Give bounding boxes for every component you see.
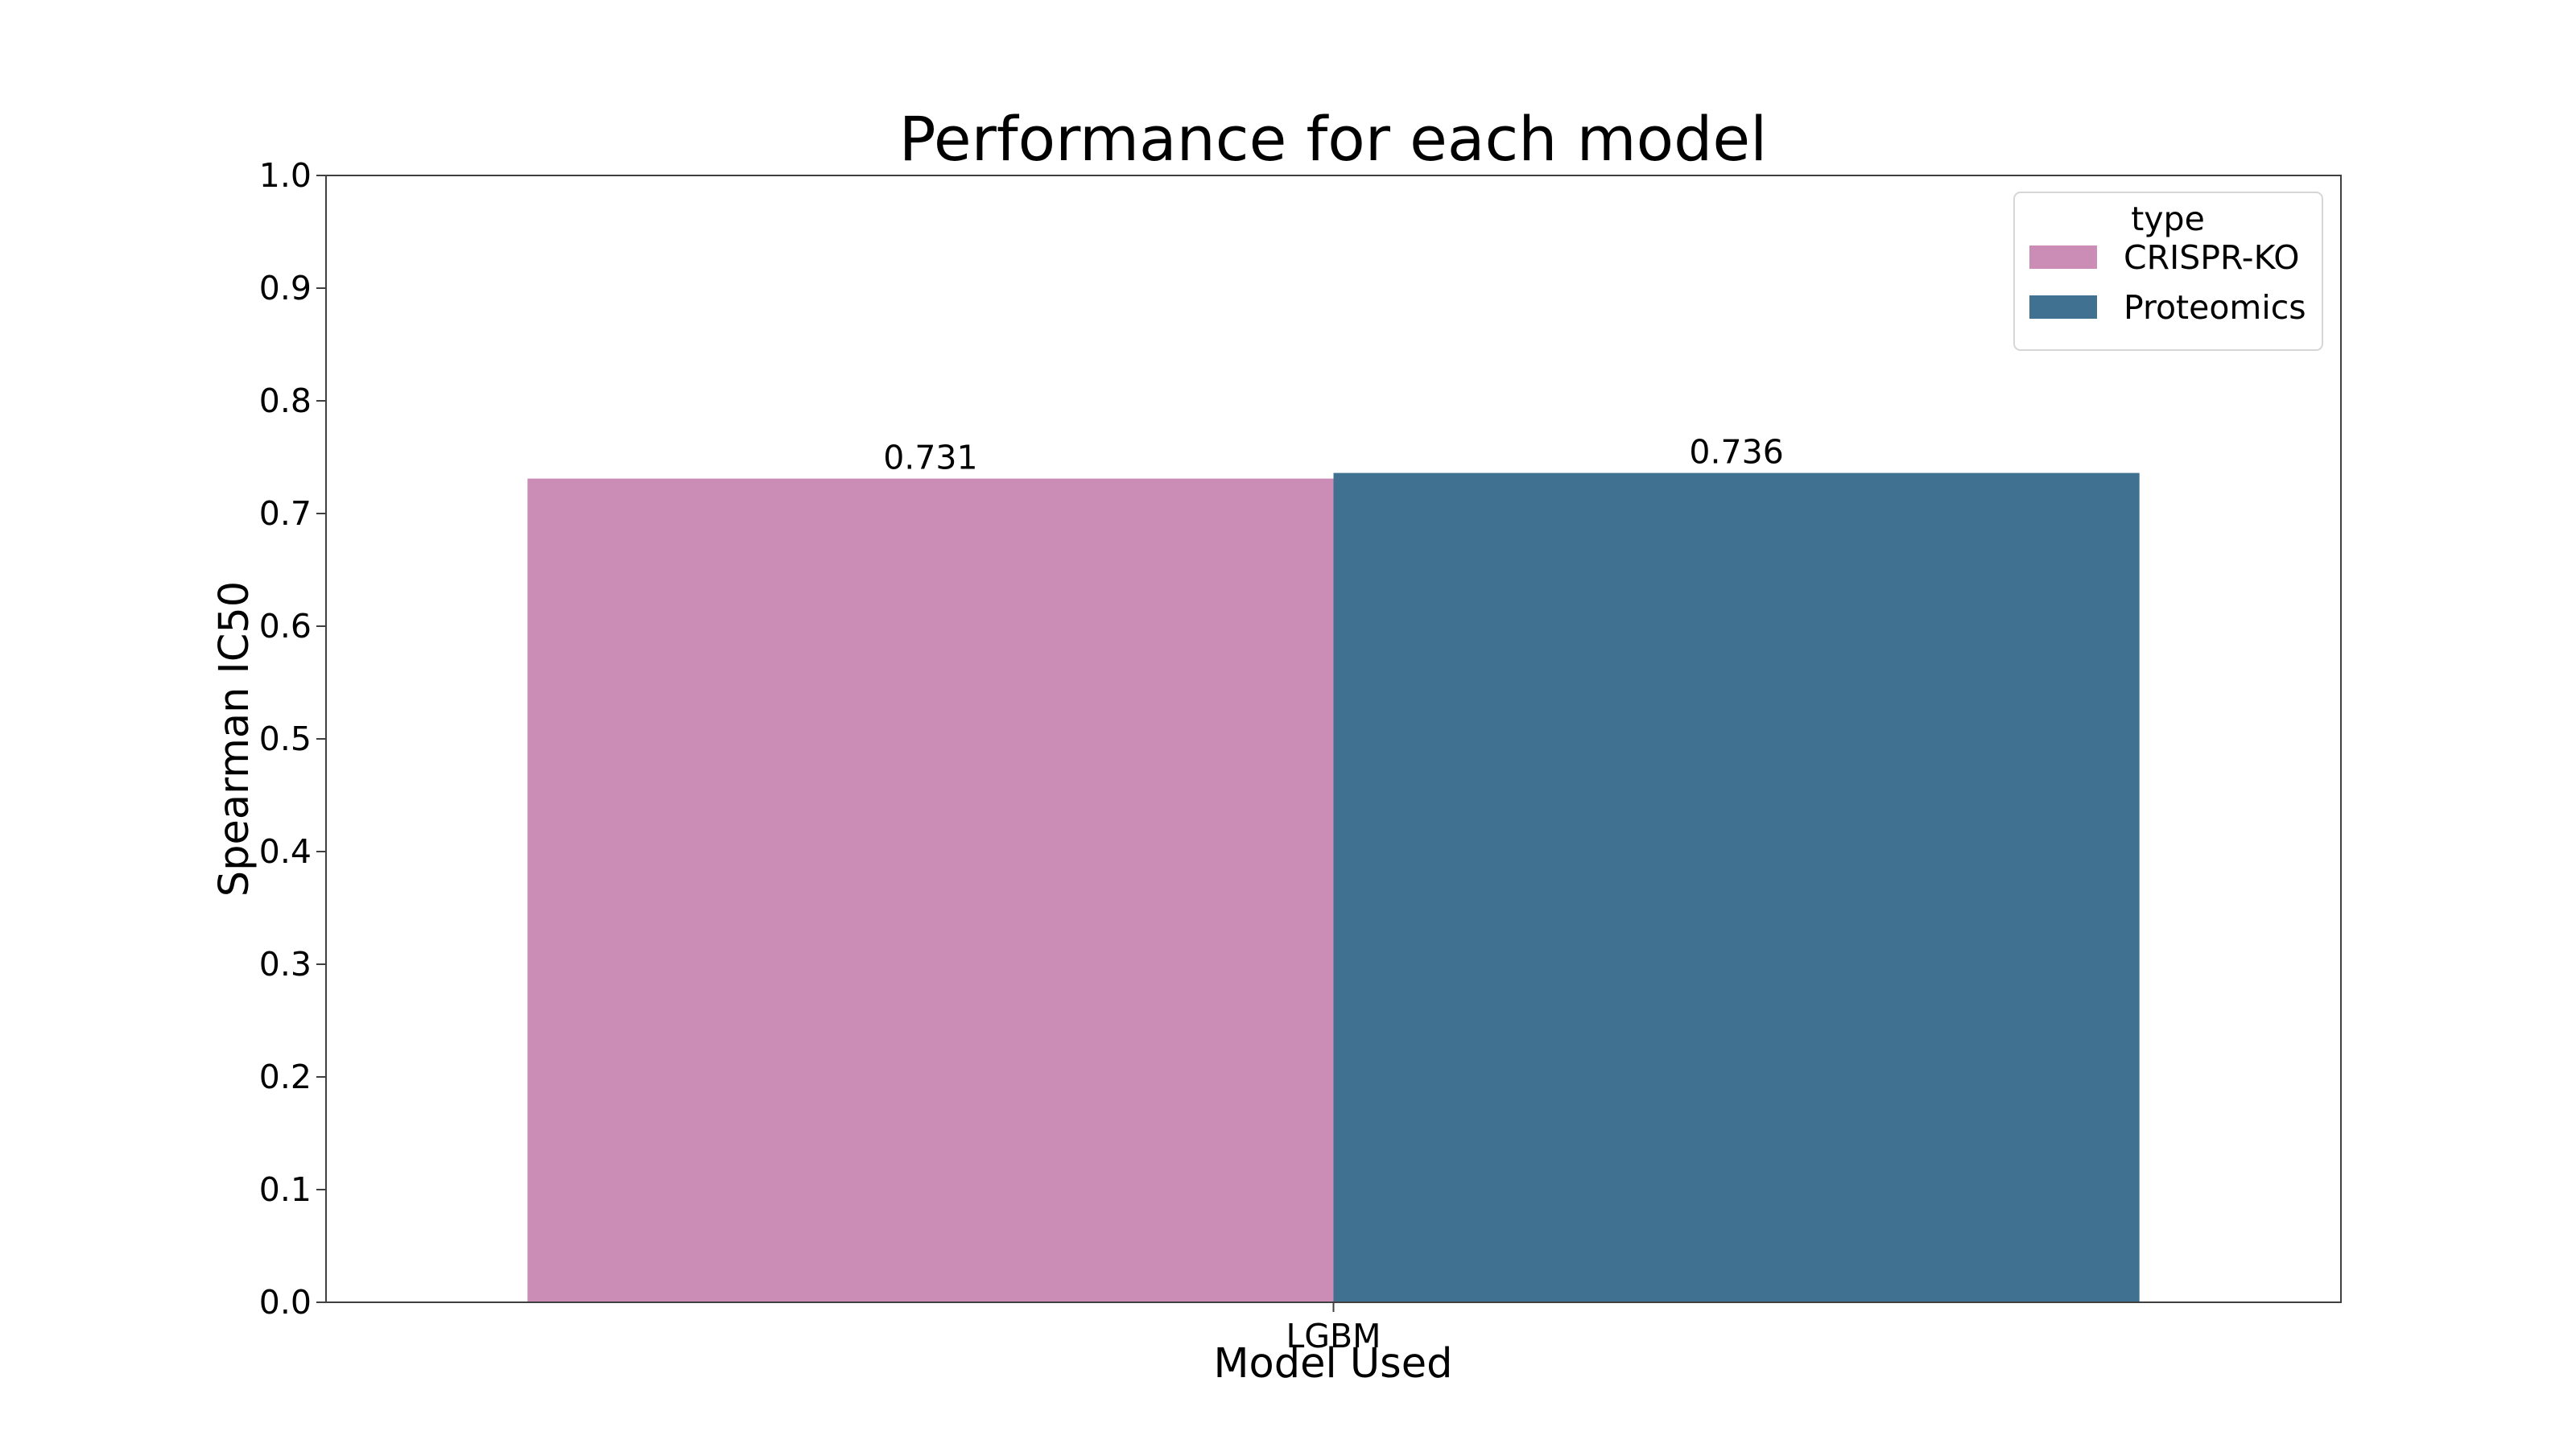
legend-swatch: [2029, 245, 2097, 269]
y-tick-label: 0.6: [259, 607, 312, 646]
y-tick-label: 0.7: [259, 494, 312, 533]
y-axis-ticks: 0.0 0.1 0.2 0.3 0.4 0.5 0.6 0.7 0.8 0.9 1.0: [259, 156, 326, 1322]
bar-proteomics: [1333, 472, 2140, 1302]
y-tick-label: 0.9: [259, 269, 312, 307]
legend-title: type: [2131, 200, 2205, 238]
legend-swatch: [2029, 295, 2097, 319]
y-tick-label: 0.4: [259, 832, 312, 871]
legend-label: CRISPR-KO: [2124, 238, 2300, 277]
y-tick-label: 0.2: [259, 1058, 312, 1096]
y-tick-label: 0.1: [259, 1170, 312, 1209]
legend-label: Proteomics: [2124, 288, 2306, 327]
bars-layer: 0.731 0.736: [527, 433, 2140, 1302]
bar-value-label: 0.731: [883, 439, 977, 477]
bar-crispr-ko: [527, 478, 1334, 1302]
plot-frame: [325, 175, 2342, 1303]
y-tick-label: 1.0: [259, 156, 312, 195]
chart-title: Performance for each model: [899, 103, 1768, 175]
y-tick-label: 0.8: [259, 382, 312, 420]
x-axis-ticks: LGBM: [1286, 1302, 1381, 1355]
x-axis-title: Model Used: [1214, 1340, 1453, 1388]
legend-items: CRISPR-KO Proteomics: [2029, 238, 2306, 327]
x-tick-label: LGBM: [1286, 1317, 1381, 1355]
y-tick-label: 0.3: [259, 945, 312, 984]
y-tick-label: 0.0: [259, 1283, 312, 1322]
bar-value-label: 0.736: [1689, 433, 1783, 472]
y-axis-title: Spearman IC50: [211, 581, 258, 897]
y-tick-label: 0.5: [259, 720, 312, 758]
legend: type CRISPR-KO Proteomics: [2013, 192, 2323, 351]
